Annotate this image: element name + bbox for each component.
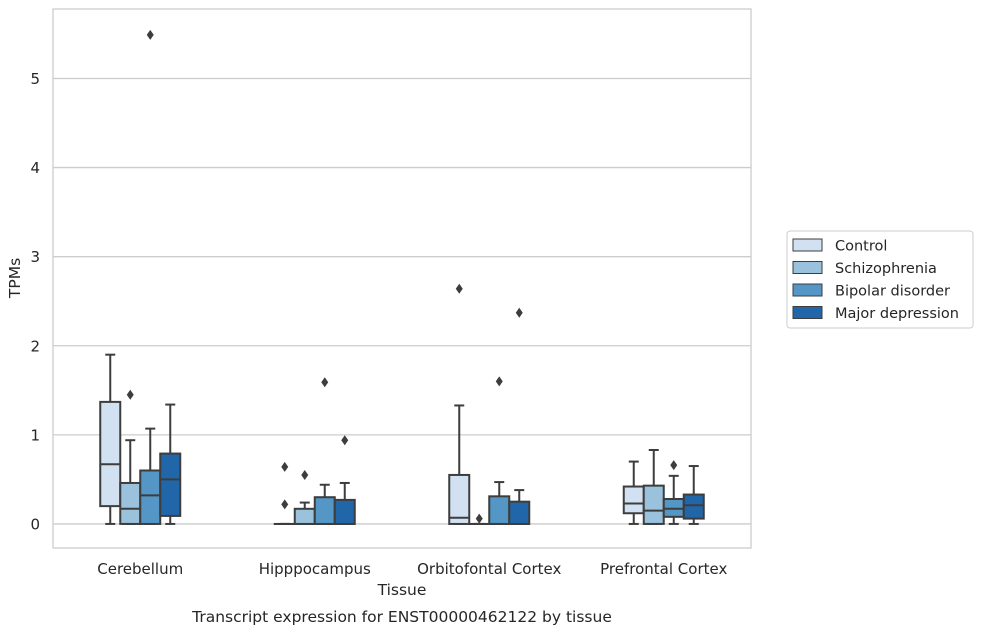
box-iqr xyxy=(333,498,356,525)
legend-swatch xyxy=(792,283,823,297)
legend-label: Major depression xyxy=(835,306,959,322)
legend-swatch xyxy=(792,261,823,274)
outlier-point xyxy=(281,499,289,510)
box-iqr xyxy=(159,452,182,517)
box-control xyxy=(273,461,296,525)
outlier-point xyxy=(495,376,503,387)
y-tick-label: 3 xyxy=(30,248,40,266)
y-tick-label: 5 xyxy=(30,70,40,88)
box-iqr xyxy=(488,495,511,525)
box-iqr xyxy=(139,469,162,525)
box-iqr xyxy=(642,484,665,525)
x-tick-label: Orbitofontal Cortex xyxy=(417,560,561,578)
outlier-point xyxy=(670,460,678,471)
outlier-point xyxy=(341,435,349,446)
y-tick-label: 4 xyxy=(30,159,40,177)
box-schizophrenia xyxy=(293,469,316,525)
box-iqr xyxy=(508,500,531,525)
legend-label: Schizophrenia xyxy=(835,261,937,277)
plot-area-frame xyxy=(52,8,752,549)
legend-swatch xyxy=(792,306,823,319)
outlier-point xyxy=(321,377,329,388)
box-major-depression xyxy=(508,307,531,525)
box-control xyxy=(448,283,471,525)
x-tick-label: Hipppocampus xyxy=(259,560,371,578)
chart-caption: Transcript expression for ENST0000046212… xyxy=(191,608,612,626)
legend-label: Control xyxy=(835,239,887,255)
outlier-point xyxy=(301,469,309,480)
x-tick-labels: Cerebellum Hipppocampus Orbitofontal Corte… xyxy=(97,560,727,578)
y-tick-label: 0 xyxy=(30,515,40,533)
legend: Control Schizophrenia Bipolar disorder Majo… xyxy=(786,230,974,329)
box-schizophrenia xyxy=(119,389,142,525)
box-iqr xyxy=(448,473,471,525)
box-iqr xyxy=(99,400,122,508)
box-schizophrenia xyxy=(642,449,665,525)
outlier-point xyxy=(475,513,483,524)
box-major-depression xyxy=(159,403,182,525)
gridlines xyxy=(53,77,751,525)
box-iqr xyxy=(119,481,142,525)
box-series xyxy=(99,29,705,525)
box-iqr xyxy=(313,496,336,525)
y-axis-title: TPMs xyxy=(6,258,24,299)
outlier-point xyxy=(126,389,134,400)
box-bipolar-disorder xyxy=(313,377,336,525)
box-bipolar-disorder xyxy=(488,376,511,525)
y-tick-label: 2 xyxy=(30,337,40,355)
outlier-point xyxy=(515,307,523,318)
box-control xyxy=(99,353,122,525)
box-iqr xyxy=(293,507,316,525)
x-tick-label: Prefrontal Cortex xyxy=(600,560,727,578)
y-tick-labels: 0 1 2 3 4 5 xyxy=(30,70,40,533)
outlier-point xyxy=(281,461,289,472)
box-schizophrenia xyxy=(468,513,491,525)
box-bipolar-disorder xyxy=(662,460,685,525)
box-iqr xyxy=(682,493,705,520)
box-major-depression xyxy=(682,465,705,525)
box-iqr xyxy=(622,485,645,515)
x-axis-title: Tissue xyxy=(377,581,427,599)
legend-label: Bipolar disorder xyxy=(835,284,950,300)
x-tick-label: Cerebellum xyxy=(97,560,183,578)
box-major-depression xyxy=(333,435,356,525)
box-bipolar-disorder xyxy=(139,29,162,525)
legend-swatch xyxy=(792,238,823,252)
legend-frame xyxy=(786,230,974,329)
outlier-point xyxy=(455,283,463,294)
outlier-point xyxy=(146,29,154,40)
y-tick-label: 1 xyxy=(30,426,40,444)
box-control xyxy=(622,460,645,525)
